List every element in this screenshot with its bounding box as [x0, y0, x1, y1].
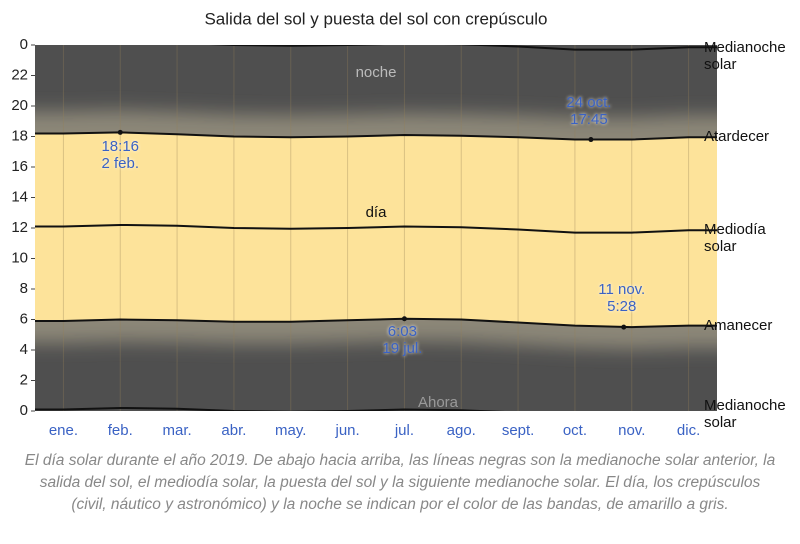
- x-tick-label: ago.: [447, 422, 476, 439]
- annotation: 11 nov. 5:28: [582, 281, 662, 315]
- series-label: Mediodía solar: [704, 221, 766, 256]
- annotation-dot: [621, 324, 627, 330]
- caption: El día solar durante el año 2019. De aba…: [24, 452, 776, 513]
- annotation-line: 17:45: [570, 110, 608, 128]
- series-line: [35, 131, 717, 141]
- y-tick-label: 10: [11, 249, 28, 266]
- y-tick-label: 12: [11, 219, 28, 236]
- y-tick-label: 4: [20, 341, 28, 358]
- day-band: [35, 132, 717, 328]
- annotation: 24 oct. 17:45: [549, 94, 629, 128]
- series-line: [35, 406, 506, 411]
- annotation-line: 24 oct.: [566, 93, 612, 111]
- annotation-dot: [117, 129, 123, 135]
- y-tick-label: 0: [20, 402, 28, 419]
- x-tick-label: ene.: [49, 422, 78, 439]
- annotation-dot: [588, 137, 594, 143]
- day-label: día: [366, 204, 388, 221]
- series-label: Amanecer: [704, 316, 773, 334]
- annotation-line: 2 feb.: [101, 155, 140, 173]
- series-label: Medianoche solar: [704, 39, 786, 74]
- series-label: Medianoche solar: [704, 397, 786, 432]
- y-tick-label: 20: [11, 97, 28, 114]
- y-tick-label: 2: [20, 371, 28, 388]
- y-tick-label: 22: [11, 66, 28, 83]
- x-tick-label: jun.: [334, 422, 359, 439]
- annotation: 18:16 2 feb.: [80, 138, 160, 172]
- chart-title: Salida del sol y puesta del sol con crep…: [204, 9, 547, 28]
- annotation-line: 5:28: [607, 298, 637, 316]
- annotation: 6:03 19 jul.: [362, 323, 442, 357]
- x-tick-label: feb.: [108, 422, 133, 439]
- x-tick-label: may.: [275, 422, 306, 439]
- night-label: noche: [356, 64, 397, 81]
- now-label: Ahora: [418, 394, 459, 411]
- series-label: Atardecer: [704, 128, 770, 146]
- x-tick-label: mar.: [162, 422, 191, 439]
- y-tick-label: 8: [20, 280, 28, 297]
- x-tick-label: sept.: [502, 422, 535, 439]
- annotation-line: 18:16: [101, 138, 140, 156]
- x-tick-label: oct.: [563, 422, 587, 439]
- y-tick-label: 6: [20, 310, 28, 327]
- series-line: [35, 223, 717, 234]
- x-tick-label: abr.: [221, 422, 246, 439]
- x-tick-label: dic.: [677, 422, 700, 439]
- y-tick-label: 18: [11, 127, 28, 144]
- annotation-line: 11 nov.: [598, 281, 646, 299]
- annotation-dot: [401, 316, 407, 322]
- x-tick-label: nov.: [618, 422, 645, 439]
- y-tick-label: 16: [11, 158, 28, 175]
- x-tick-label: jul.: [394, 422, 414, 439]
- annotation-line: 6:03: [387, 322, 417, 340]
- y-tick-label: 14: [11, 188, 28, 205]
- y-tick-label: 0: [20, 36, 28, 53]
- series-line: [209, 45, 717, 51]
- annotation-line: 19 jul.: [382, 339, 423, 357]
